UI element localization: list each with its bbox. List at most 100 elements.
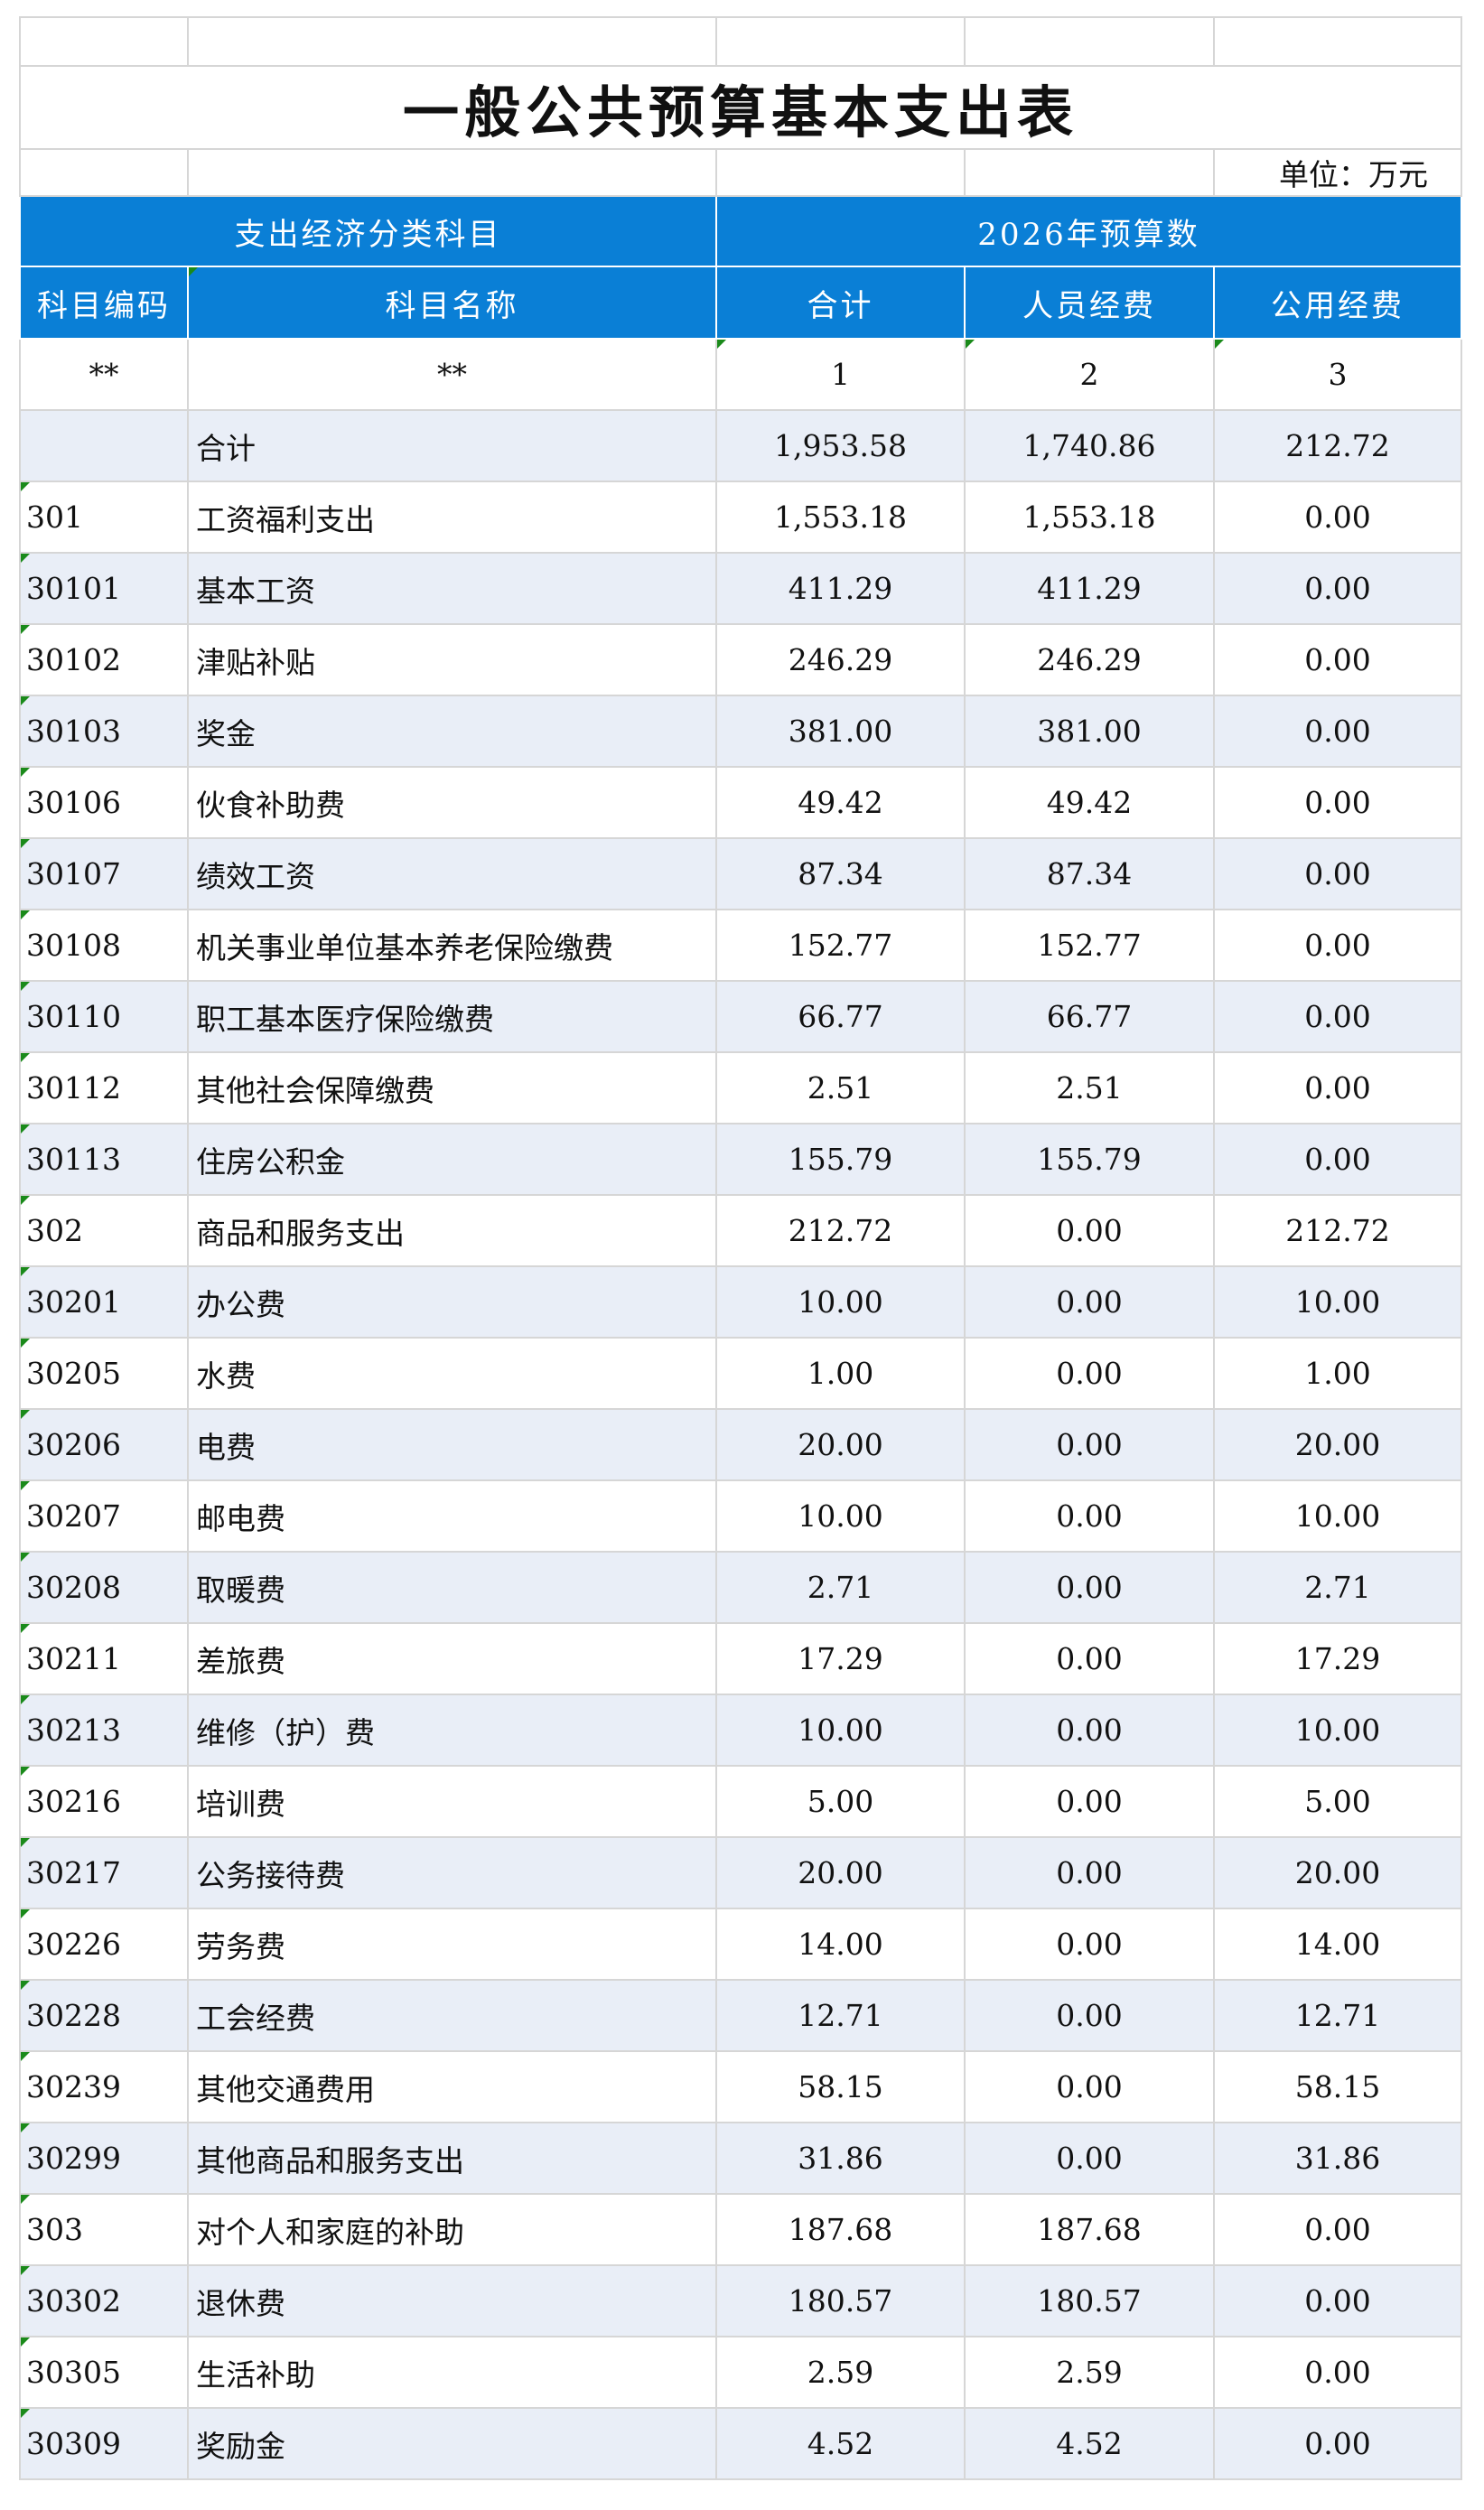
code-cell: 30207 [19,1479,189,1553]
total-cell: 1,953.58 [715,409,966,482]
code-cell: 30213 [19,1694,189,1767]
code-cell: 30211 [19,1622,189,1695]
name-cell: 住房公积金 [187,1123,717,1196]
marker-icon [22,1197,30,1205]
public-cell: 10.00 [1213,1694,1462,1767]
public-cell: 212.72 [1213,409,1462,482]
header-group-right: 2026年预算数 [715,195,1462,267]
marker-icon [22,1625,30,1633]
table-row: 30206 电费 20.00 0.00 20.00 [19,1408,1462,1481]
marker-icon [22,1339,30,1348]
personnel-cell: 246.29 [964,623,1215,696]
total-cell: 212.72 [715,1194,966,1267]
table-row: 30113 住房公积金 155.79 155.79 0.00 [19,1123,1462,1196]
table-row: 30216 培训费 5.00 0.00 5.00 [19,1765,1462,1838]
name-cell: 劳务费 [187,1908,717,1981]
name-cell: 培训费 [187,1765,717,1838]
marker-icon [22,769,30,777]
personnel-cell: 152.77 [964,909,1215,982]
public-cell: 17.29 [1213,1622,1462,1695]
total-cell: 2.51 [715,1051,966,1124]
personnel-cell: 66.77 [964,980,1215,1053]
personnel-cell: 0.00 [964,2050,1215,2123]
header-row: 科目编码 科目名称 合计 人员经费 公用经费 [19,266,1462,340]
personnel-cell: 155.79 [964,1123,1215,1196]
marker-icon [22,555,30,563]
total-cell: 187.68 [715,2193,966,2266]
table-row: 30101 基本工资 411.29 411.29 0.00 [19,552,1462,625]
marker-icon [22,1482,30,1490]
marker-icon [22,911,30,919]
marker-icon [966,341,975,349]
unit-label: 单位：万元 [1213,148,1462,197]
personnel-cell: 180.57 [964,2264,1215,2337]
personnel-cell: 87.34 [964,837,1215,910]
code-cell: 30107 [19,837,189,910]
code-cell: 30206 [19,1408,189,1481]
personnel-cell: 0.00 [964,1551,1215,1624]
public-cell: 0.00 [1213,623,1462,696]
personnel-cell: 2.51 [964,1051,1215,1124]
name-cell: 工会经费 [187,1979,717,2052]
total-cell: 10.00 [715,1694,966,1767]
public-cell: 5.00 [1213,1765,1462,1838]
total-cell: 2.71 [715,1551,966,1624]
index-row: ** ** 1 2 3 [19,338,1462,411]
total-cell: 20.00 [715,1836,966,1909]
marker-icon [190,268,198,276]
name-cell: 水费 [187,1337,717,1410]
header-total: 合计 [715,266,966,340]
personnel-cell: 1,740.86 [964,409,1215,482]
marker-icon [22,2410,30,2418]
table-row: 30201 办公费 10.00 0.00 10.00 [19,1265,1462,1339]
code-cell: 30309 [19,2407,189,2480]
code-cell: 30113 [19,1123,189,1196]
name-cell: 合计 [187,409,717,482]
code-cell: 30216 [19,1765,189,1838]
code-cell [19,409,189,482]
total-cell: 66.77 [715,980,966,1053]
table-row: 30205 水费 1.00 0.00 1.00 [19,1337,1462,1410]
table-row: 302 商品和服务支出 212.72 0.00 212.72 [19,1194,1462,1267]
public-cell: 1.00 [1213,1337,1462,1410]
personnel-cell: 0.00 [964,1836,1215,1909]
public-cell: 58.15 [1213,2050,1462,2123]
code-cell: 30112 [19,1051,189,1124]
marker-icon [22,1696,30,1704]
name-cell: 公务接待费 [187,1836,717,1909]
total-cell: 87.34 [715,837,966,910]
table-row: 30213 维修（护）费 10.00 0.00 10.00 [19,1694,1462,1767]
marker-icon [22,483,30,491]
table-row: 30211 差旅费 17.29 0.00 17.29 [19,1622,1462,1695]
name-cell: 其他交通费用 [187,2050,717,2123]
personnel-cell: 0.00 [964,1622,1215,1695]
name-cell: 差旅费 [187,1622,717,1695]
name-cell: 取暖费 [187,1551,717,1624]
public-cell: 0.00 [1213,1051,1462,1124]
name-cell: 商品和服务支出 [187,1194,717,1267]
total-row: 合计 1,953.58 1,740.86 212.72 [19,409,1462,482]
header-name: 科目名称 [187,266,717,340]
table-row: 30103 奖金 381.00 381.00 0.00 [19,695,1462,768]
public-cell: 0.00 [1213,1123,1462,1196]
public-cell: 12.71 [1213,1979,1462,2052]
marker-icon [22,697,30,705]
header-group-left: 支出经济分类科目 [19,195,717,267]
public-cell: 0.00 [1213,2407,1462,2480]
total-cell: 5.00 [715,1765,966,1838]
index-cell: ** [187,338,717,411]
blank-row [19,16,1462,67]
marker-icon [22,983,30,991]
public-cell: 0.00 [1213,2336,1462,2409]
table-row: 30112 其他社会保障缴费 2.51 2.51 0.00 [19,1051,1462,1124]
total-cell: 381.00 [715,695,966,768]
code-cell: 30108 [19,909,189,982]
table-row: 301 工资福利支出 1,553.18 1,553.18 0.00 [19,481,1462,554]
marker-icon [22,626,30,634]
code-cell: 30217 [19,1836,189,1909]
total-cell: 10.00 [715,1479,966,1553]
personnel-cell: 0.00 [964,2122,1215,2195]
personnel-cell: 0.00 [964,1408,1215,1481]
marker-icon [22,1054,30,1062]
code-cell: 30102 [19,623,189,696]
